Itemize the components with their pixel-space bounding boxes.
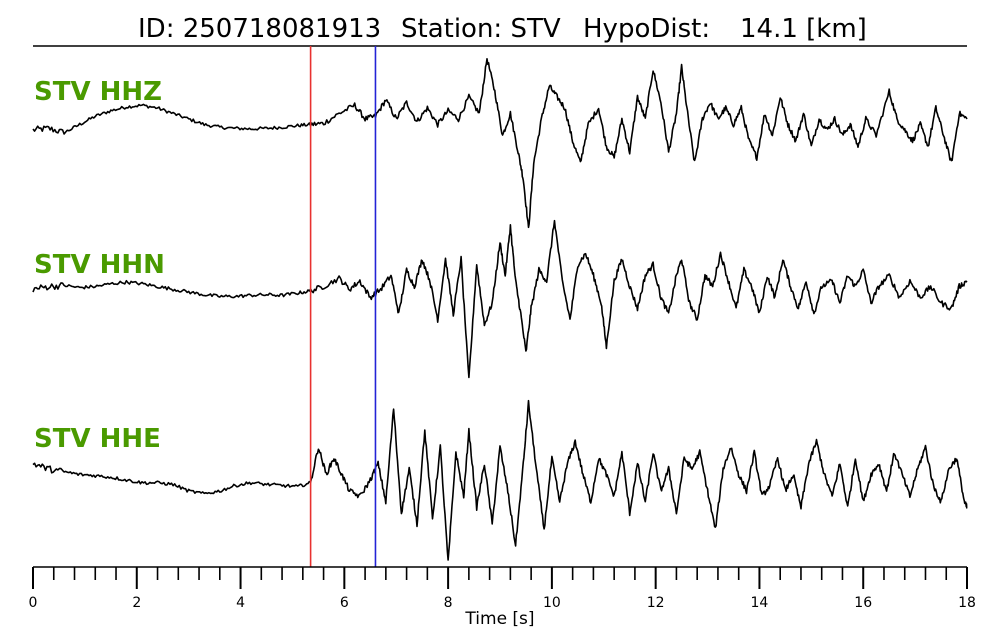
tick-label: 12 xyxy=(647,595,665,611)
figure-title: ID: 250718081913 Station: STV HypoDist: … xyxy=(138,14,867,44)
channel-label: STV HHZ xyxy=(34,77,162,107)
time-axis-label: Time [s] xyxy=(464,609,534,629)
waveform-stv-hhn xyxy=(32,219,968,379)
phase-picks xyxy=(309,46,377,567)
station-label: Station: STV xyxy=(401,14,561,44)
channel-label: STV HHN xyxy=(34,250,165,280)
time-axis: 0 2 4 6 8 10 12 14 16 18 xyxy=(29,566,976,611)
channel-labels: STV HHZ STV HHN STV HHE xyxy=(34,77,165,454)
tick-label: 6 xyxy=(340,595,349,611)
hypodist-label: HypoDist: xyxy=(583,14,710,44)
hypodist-value: 14.1 [km] xyxy=(740,14,867,44)
channel-label: STV HHE xyxy=(34,424,161,454)
waveform-stv-hhz xyxy=(32,58,968,229)
waveform-stv-hhe xyxy=(32,399,968,561)
tick-label: 14 xyxy=(751,595,769,611)
tick-label: 16 xyxy=(854,595,872,611)
tick-label: 18 xyxy=(958,595,976,611)
waveform-traces xyxy=(32,58,968,561)
tick-label: 4 xyxy=(236,595,245,611)
tick-label: 2 xyxy=(132,595,141,611)
event-id-label: ID: 250718081913 xyxy=(138,14,381,44)
tick-label: 8 xyxy=(444,595,453,611)
tick-label: 10 xyxy=(543,595,561,611)
tick-label: 0 xyxy=(29,595,38,611)
